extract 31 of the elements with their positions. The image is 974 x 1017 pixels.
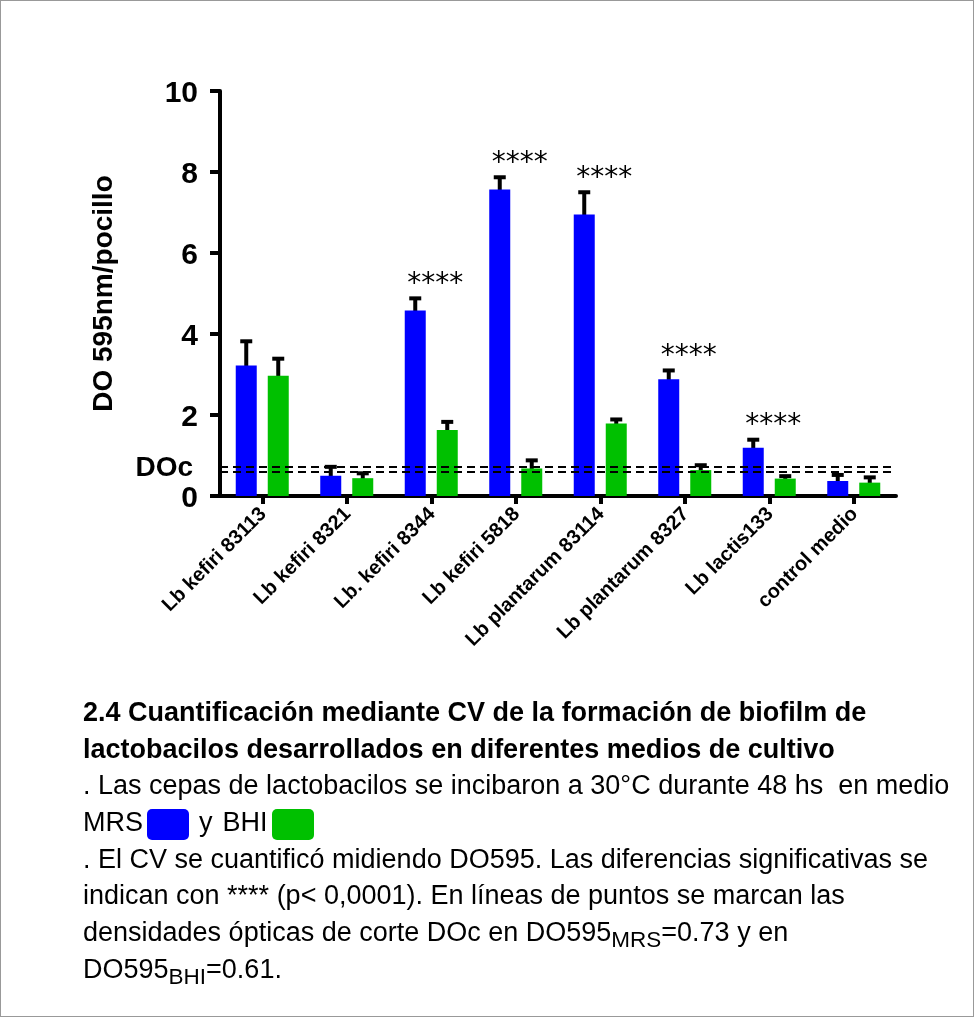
bar: [404, 310, 426, 496]
data-label: ****: [407, 265, 464, 299]
bar: [320, 475, 342, 496]
y-axis-title: DO 595nm/pocillo: [86, 175, 118, 412]
bar: [774, 478, 796, 496]
bar: [489, 189, 511, 496]
bar: [436, 429, 458, 496]
data-label: ****: [660, 337, 717, 371]
bar: [521, 468, 543, 496]
text: y: [198, 806, 213, 840]
y-tick-label: 8: [181, 155, 198, 189]
data-label: ****: [576, 159, 633, 193]
bar: [267, 375, 289, 496]
data-label: ****: [491, 144, 548, 178]
text: 2.4 Cuantificación mediante CV de la formación de biofilm de lactobacilos desarrollados en diferentes medios de cultivo: [83, 696, 867, 766]
bar: [658, 379, 680, 496]
y-tick-label: 0: [181, 479, 198, 513]
ref-line-label: DOc: [135, 450, 193, 482]
bar: [235, 365, 257, 496]
y-tick-label: 10: [164, 74, 198, 108]
bar: [573, 214, 595, 496]
y-tick-label: 2: [181, 398, 198, 432]
text: . Las cepas de lactobacilos se incibaron a 30°C durante 48 hs en medio: [83, 769, 950, 803]
bar: [742, 447, 764, 496]
legend-label: BHI: [222, 806, 268, 840]
text: . El CV se cuantificó midiendo DO595. Las diferencias significativas se indican con **** (p< 0,0001). En líneas de puntos se marcan las densidades ópticas de corte DOc en DO595$_{MRS}$=0.73 y en DO595$_{BHI}$=0.61.: [83, 843, 928, 990]
y-tick-label: 4: [181, 317, 199, 351]
legend-label: MRS: [83, 806, 143, 840]
data-label: ****: [745, 407, 802, 441]
y-tick-label: 6: [181, 236, 198, 270]
bar: [827, 481, 849, 496]
